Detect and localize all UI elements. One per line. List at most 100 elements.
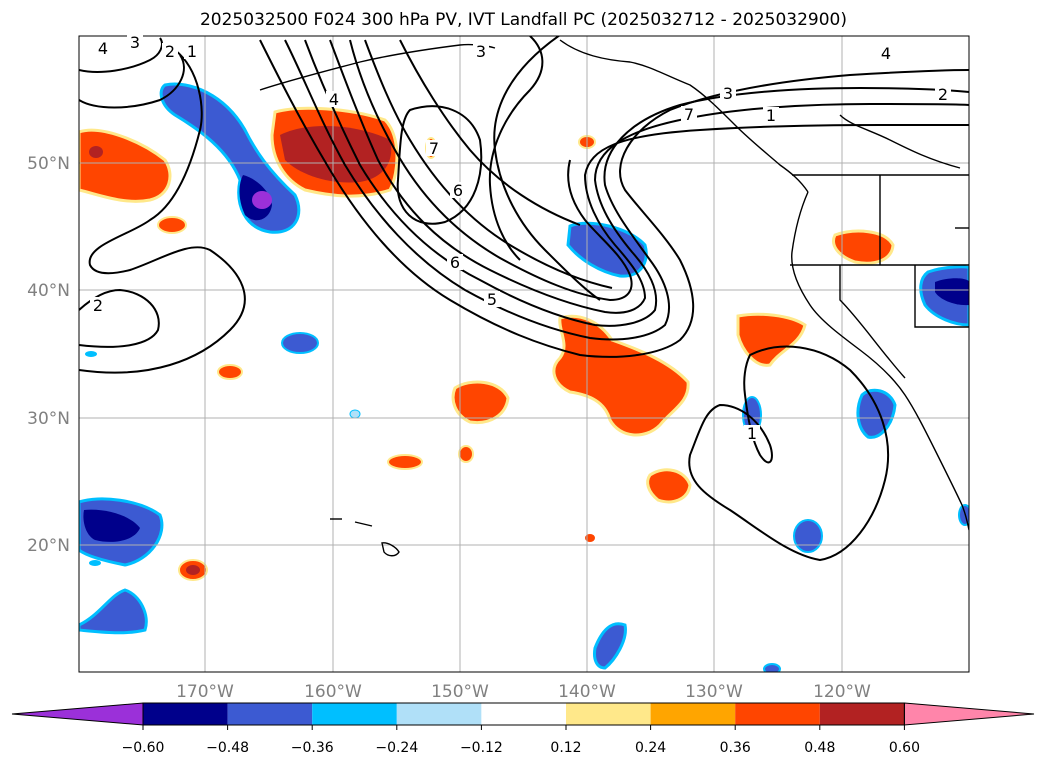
contour-label-bg	[184, 43, 200, 59]
gridlines	[79, 36, 969, 672]
colorbar-segment	[650, 703, 736, 725]
anomaly-area	[217, 364, 243, 380]
map-frame	[78, 35, 970, 673]
colorbar-tick-label: 0.60	[889, 740, 920, 756]
longitude-label: 120°W	[813, 682, 871, 702]
chart-title: 2025032500 F024 300 hPa PV, IVT Landfall…	[199, 10, 847, 30]
anomaly-area	[89, 560, 101, 566]
latitude-labels: 50°N 40°N 30°N 20°N	[27, 154, 70, 556]
coastline	[839, 114, 961, 169]
anomaly-area	[186, 565, 200, 575]
contour-label-bg	[935, 86, 951, 102]
contour-label: 1	[747, 424, 757, 443]
contour-line	[493, 36, 601, 301]
contour-label-bg	[720, 85, 736, 101]
anomaly-area	[157, 216, 187, 234]
colorbar-tick-label: −0.24	[375, 740, 418, 756]
border	[839, 265, 906, 379]
longitude-label: 170°W	[176, 682, 234, 702]
colorbar-tick-label: −0.36	[291, 740, 334, 756]
anomaly-area	[79, 588, 148, 635]
anomaly-area	[451, 380, 510, 425]
contour-label-bg	[90, 297, 106, 313]
latitude-label: 30°N	[27, 409, 70, 429]
anomaly-area	[349, 409, 361, 419]
colorbar	[11, 702, 1035, 726]
anomaly-area	[79, 128, 172, 203]
contour-line	[259, 39, 969, 358]
contour-line	[79, 49, 246, 374]
anomaly-area	[280, 125, 392, 183]
contour-label-bg	[447, 254, 463, 270]
anomaly-area	[83, 509, 140, 542]
anomaly-area	[763, 663, 781, 672]
colorbar-segment	[396, 703, 482, 725]
longitude-label: 130°W	[685, 682, 743, 702]
border	[914, 265, 969, 328]
colorbar-extend-min	[11, 702, 144, 726]
longitude-label: 160°W	[304, 682, 362, 702]
contour-line	[349, 39, 633, 302]
anomaly-area	[646, 468, 692, 504]
contour-line	[284, 39, 969, 341]
contour-label: 3	[723, 84, 733, 103]
contour-label: 7	[684, 105, 694, 124]
contour-label: 3	[130, 33, 140, 52]
contour-label: 4	[98, 39, 108, 58]
contour-line	[399, 39, 581, 226]
colorbar-segment	[819, 703, 905, 725]
contour-line	[396, 105, 483, 225]
contour-label: 2	[93, 296, 103, 315]
contour-label-bg	[95, 40, 111, 56]
contour-label: 4	[329, 90, 339, 109]
colorbar-segment	[143, 703, 228, 725]
contour-label-bg	[681, 106, 697, 122]
contour-label: 1	[187, 42, 197, 61]
contour-line	[79, 37, 163, 73]
contour-line	[364, 39, 613, 289]
contour-label: 4	[881, 44, 891, 63]
anomaly-area	[252, 191, 272, 209]
contour-label-bg	[484, 291, 500, 307]
contour-line	[329, 39, 969, 314]
coastline	[259, 43, 496, 91]
colorbar-segment	[227, 703, 313, 725]
contour-label-bg	[426, 140, 442, 156]
colorbar-outline	[142, 702, 905, 726]
colorbar-ticks: −0.60 −0.48 −0.36 −0.24 −0.12 0.12 0.24 0.36 0.4…	[122, 725, 920, 756]
anomaly-area	[832, 229, 895, 265]
latitude-label: 20°N	[27, 536, 70, 556]
colorbar-tick-label: 0.24	[635, 740, 666, 756]
colorbar-tick-label: 0.12	[550, 740, 581, 756]
contour-line	[79, 288, 160, 348]
contour-label-bg	[162, 43, 178, 59]
anomaly-area	[593, 622, 627, 670]
colorbar-segment	[312, 703, 397, 725]
contour-label: 3	[476, 42, 486, 61]
contour-label: 5	[487, 290, 497, 309]
contour-label: 6	[450, 253, 460, 272]
contour-label-bg	[744, 425, 760, 441]
contour-label-bg	[473, 43, 489, 59]
colorbar-extend-max	[903, 702, 1035, 726]
contour-line	[688, 345, 889, 562]
contour-label-bg	[878, 45, 894, 61]
colorbar-tick-label: −0.12	[460, 740, 503, 756]
anomaly-area	[89, 146, 103, 158]
contour-label-bg	[127, 34, 143, 50]
colorbar-tick-label: −0.48	[206, 740, 249, 756]
anomaly-area	[793, 519, 823, 553]
contour-label: 6	[453, 181, 463, 200]
colorbar-segment	[566, 703, 651, 725]
longitude-labels: 170°W 160°W 150°W 140°W 130°W 120°W	[176, 682, 871, 702]
coastline	[381, 542, 400, 557]
colorbar-segment	[735, 703, 820, 725]
coastline	[791, 191, 969, 531]
anomaly-area	[85, 351, 97, 357]
colorbar-tick-label: 0.48	[804, 740, 835, 756]
contour-line	[79, 54, 185, 109]
colorbar-tick-label: 0.36	[720, 740, 751, 756]
coastlines	[259, 39, 969, 557]
